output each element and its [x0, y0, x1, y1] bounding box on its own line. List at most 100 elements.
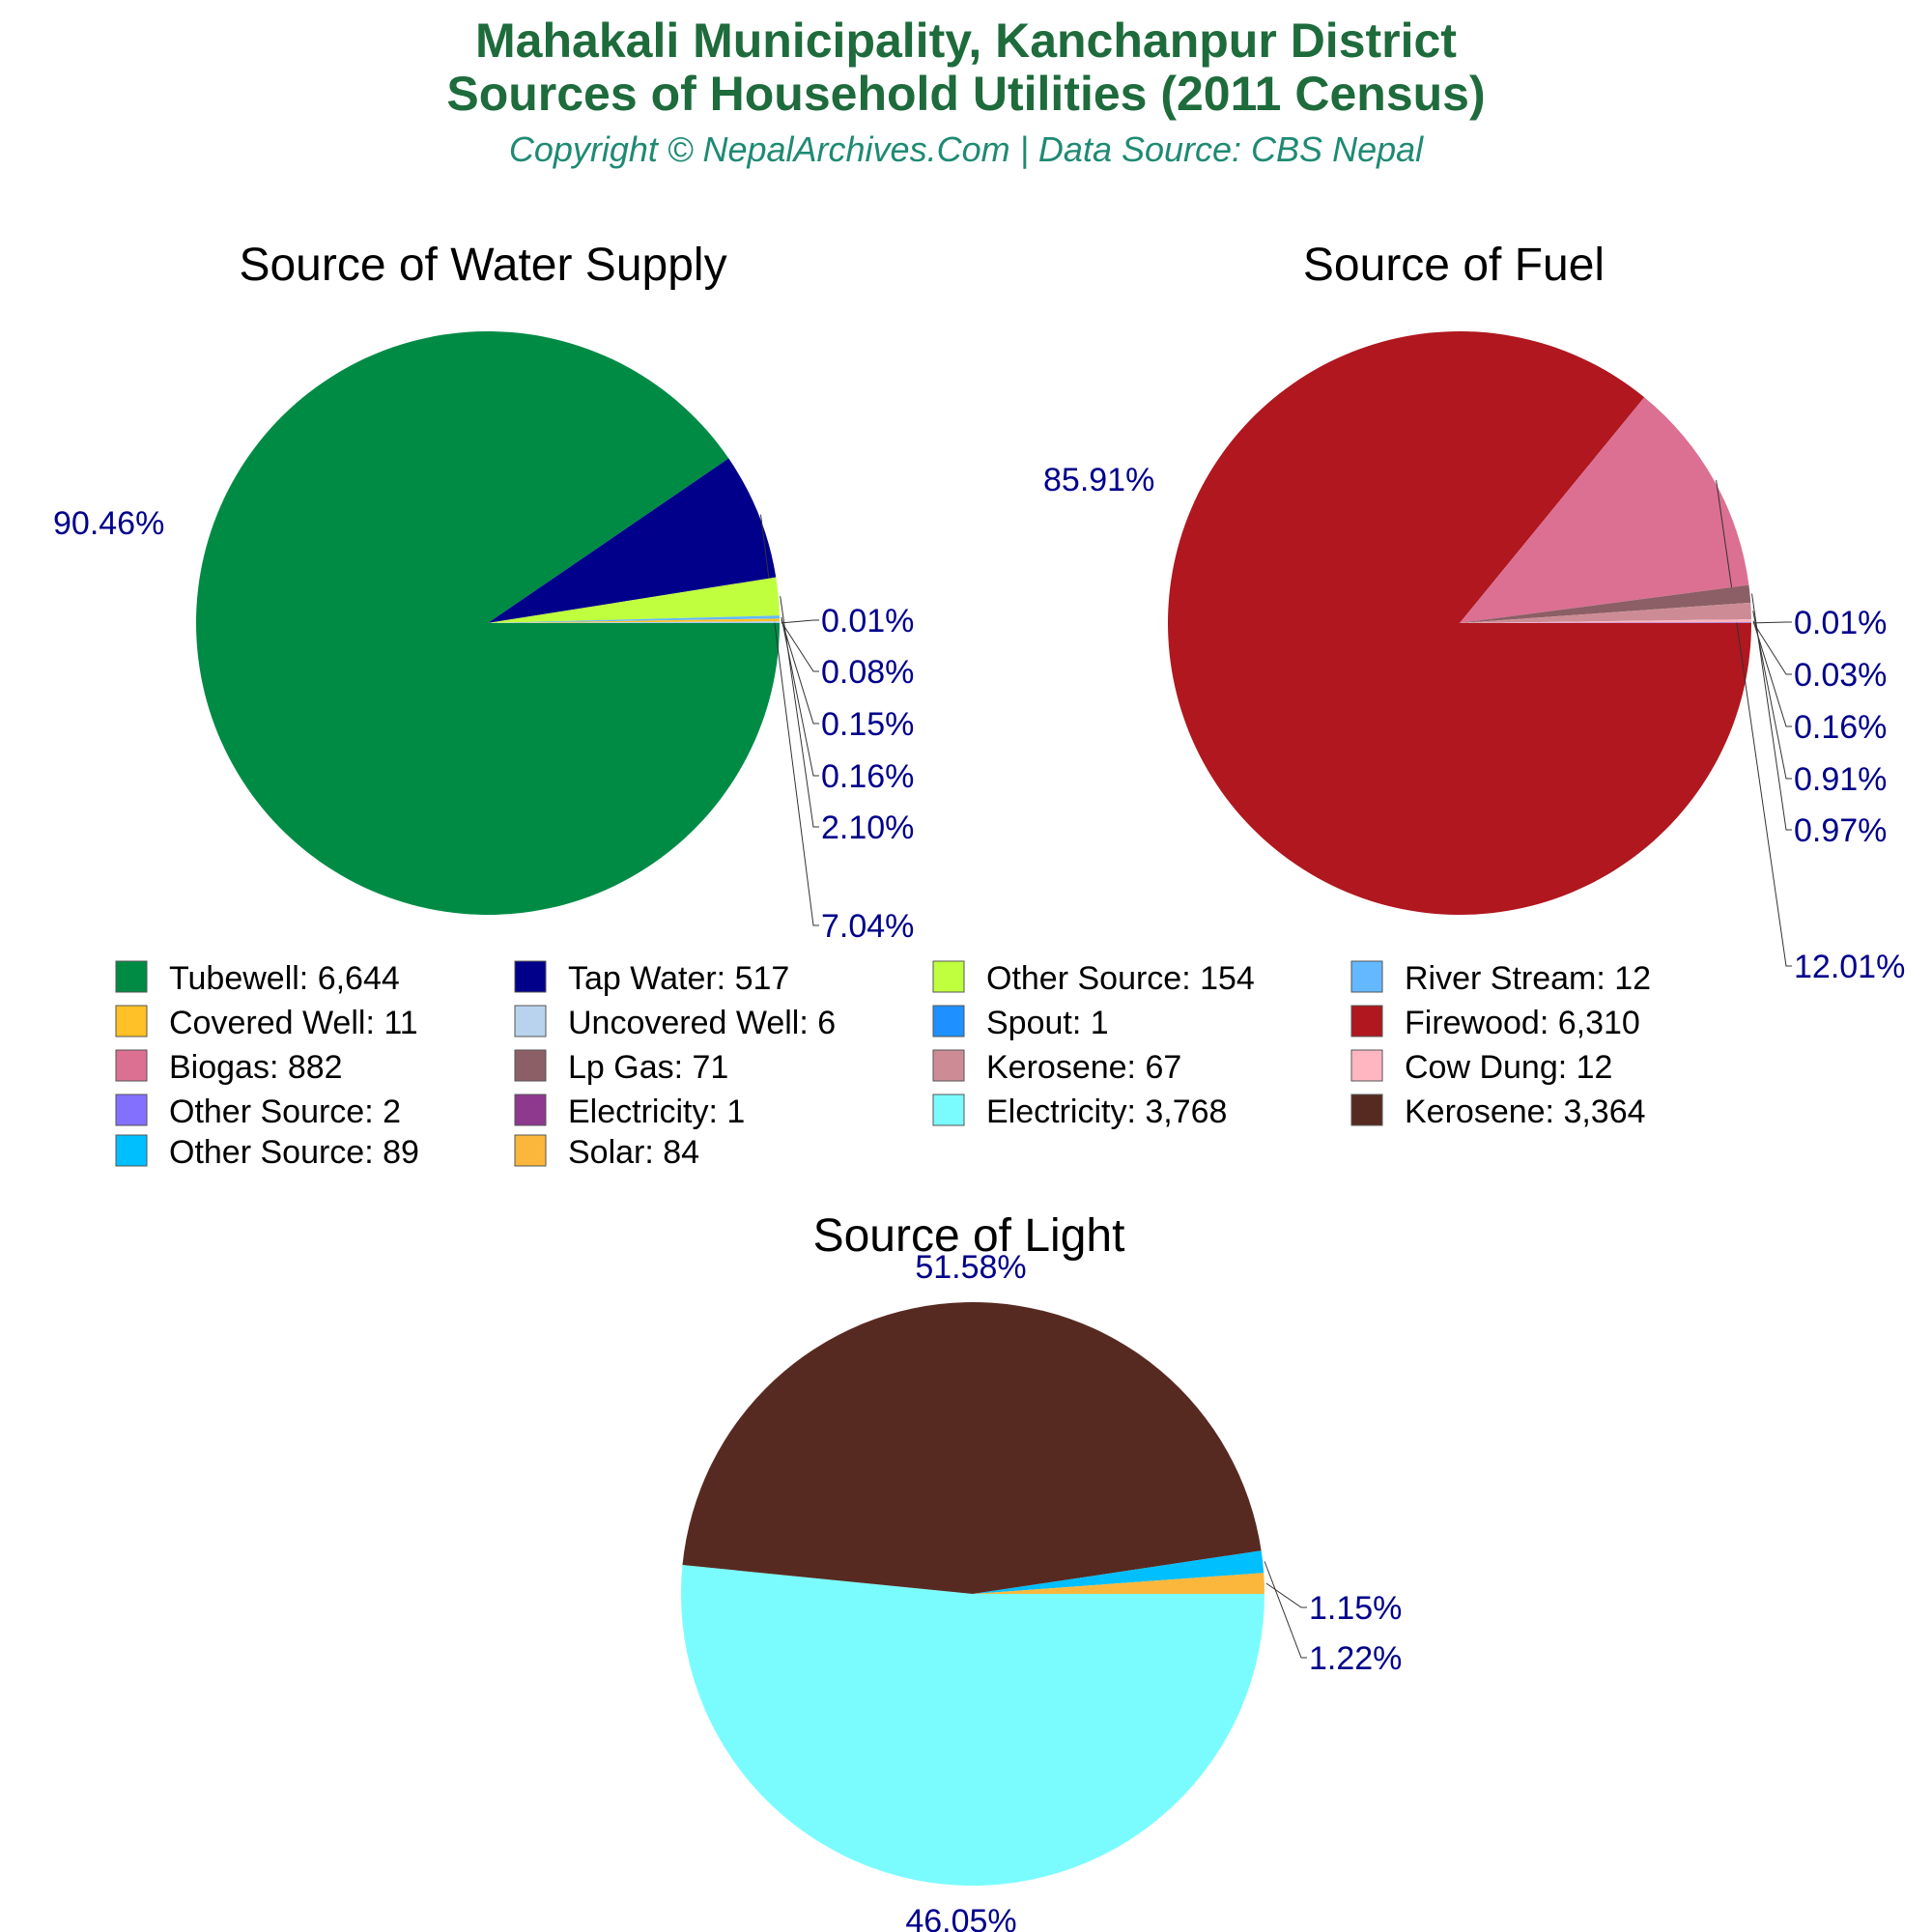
pie-slice-solar: [973, 1573, 1264, 1594]
legend-item: Solar: 84: [514, 1134, 699, 1171]
legend-label: Firewood: 6,310: [1405, 1005, 1640, 1041]
legend-item: Covered Well: 11: [115, 1005, 418, 1041]
pie-slice-uncovered-well: [488, 621, 780, 623]
leader-line: [781, 619, 819, 624]
leader-line: [781, 621, 819, 672]
legend-swatch: [932, 960, 965, 993]
percent-label-other-source: 2.10%: [821, 810, 914, 846]
legend-label: Cow Dung: 12: [1405, 1049, 1612, 1086]
legend-label: Biogas: 882: [169, 1049, 343, 1086]
legend-label: Tubewell: 6,644: [169, 960, 400, 997]
leader-line: [1752, 611, 1792, 780]
legend-item: Lp Gas: 71: [514, 1049, 728, 1086]
fuel-pie-title: Source of Fuel: [1303, 240, 1605, 291]
leader-line: [1752, 621, 1792, 624]
pie-slice-other-source: [1460, 622, 1752, 623]
leader-line: [1752, 622, 1792, 675]
legend-item: Uncovered Well: 6: [514, 1005, 836, 1041]
percent-label-tap-water: 7.04%: [821, 908, 914, 945]
legend-label: Kerosene: 67: [986, 1049, 1181, 1086]
pie-slice-river-stream: [488, 615, 780, 623]
chart-subtitle: Copyright © NepalArchives.Com | Data Sou…: [509, 129, 1424, 169]
leader-line: [1752, 620, 1792, 727]
percent-label-solar: 1.15%: [1309, 1590, 1402, 1627]
pie-slice-biogas: [1460, 397, 1749, 623]
legend-swatch: [932, 1005, 965, 1037]
legend-swatch: [1350, 1094, 1383, 1126]
legend-swatch: [932, 1094, 965, 1126]
legend-label: Other Source: 2: [169, 1094, 401, 1130]
legend-swatch: [1350, 960, 1383, 993]
percent-label-electricity: 0.01%: [1794, 605, 1887, 641]
leader-line: [760, 514, 819, 926]
legend-swatch: [115, 1005, 148, 1037]
percent-label-river-stream: 0.16%: [821, 758, 914, 795]
percent-label-kerosene: 46.05%: [905, 1903, 1016, 1932]
legend-item: Biogas: 882: [115, 1049, 343, 1086]
percent-label-cow-dung: 0.16%: [1794, 709, 1887, 746]
legend-label: Covered Well: 11: [169, 1005, 418, 1041]
percent-label-tubewell: 90.46%: [53, 505, 164, 542]
legend-item: Cow Dung: 12: [1350, 1049, 1612, 1086]
legend-item: Other Source: 2: [115, 1094, 401, 1130]
legend-item: Firewood: 6,310: [1350, 1005, 1640, 1041]
leader-line: [1265, 1582, 1307, 1608]
pie-slice-tubewell: [196, 330, 781, 915]
legend-label: Electricity: 3,768: [986, 1094, 1227, 1130]
legend-item: Tubewell: 6,644: [115, 960, 400, 997]
water-pie-title: Source of Water Supply: [239, 240, 726, 291]
percent-label-electricity: 51.58%: [915, 1249, 1026, 1286]
percent-label-lp-gas: 0.97%: [1794, 812, 1887, 849]
percent-label-uncovered-well: 0.08%: [821, 654, 914, 691]
leader-line: [780, 596, 819, 828]
legend-label: Spout: 1: [986, 1005, 1109, 1041]
legend-label: Uncovered Well: 6: [568, 1005, 836, 1041]
legend-swatch: [514, 1134, 547, 1167]
water-supply-pie: 90.46% 7.04% 2.10% 0.16% 0.15% 0.08% 0.01%: [53, 330, 914, 945]
legend-swatch: [115, 1134, 148, 1167]
legend-label: Lp Gas: 71: [568, 1049, 728, 1086]
percent-label-other-source: 1.22%: [1309, 1640, 1402, 1677]
legend-item: Spout: 1: [932, 1005, 1109, 1041]
leader-line: [781, 616, 819, 777]
percent-label-kerosene: 0.91%: [1794, 761, 1887, 798]
pie-slice-firewood: [1168, 331, 1751, 916]
legend-item: Electricity: 3,768: [932, 1094, 1227, 1130]
legend-swatch: [1350, 1005, 1383, 1037]
legend-swatch: [932, 1049, 965, 1082]
percent-label-other-source: 0.03%: [1794, 657, 1887, 694]
legend-item: Kerosene: 3,364: [1350, 1094, 1646, 1130]
leader-line: [781, 619, 819, 724]
legend-item: Kerosene: 67: [932, 1049, 1181, 1086]
legend-label: Tap Water: 517: [568, 960, 789, 997]
legend-swatch: [514, 1094, 547, 1126]
percent-label-spout: 0.01%: [821, 603, 914, 639]
legend-swatch: [1350, 1049, 1383, 1082]
chart-title-line1: Mahakali Municipality, Kanchanpur Distri…: [475, 14, 1457, 68]
legend-item: Electricity: 1: [514, 1094, 745, 1130]
percent-label-covered-well: 0.15%: [821, 706, 914, 743]
legend-item: Tap Water: 517: [514, 960, 789, 997]
light-pie-title: Source of Light: [813, 1210, 1125, 1262]
legend-label: Kerosene: 3,364: [1405, 1094, 1646, 1130]
percent-label-firewood: 85.91%: [1043, 462, 1154, 498]
legend: Tubewell: 6,644 Tap Water: 517 Other Sourc…: [115, 960, 1651, 1171]
legend-swatch: [514, 1049, 547, 1082]
legend-item: Other Source: 154: [932, 960, 1255, 997]
pie-slice-kerosene: [1460, 602, 1751, 623]
legend-item: Other Source: 89: [115, 1134, 419, 1171]
legend-swatch: [115, 1094, 148, 1126]
legend-swatch: [115, 1049, 148, 1082]
legend-label: Other Source: 89: [169, 1134, 419, 1171]
pie-slice-lp-gas: [1460, 584, 1751, 623]
legend-swatch: [514, 960, 547, 993]
legend-swatch: [514, 1005, 547, 1037]
pie-slice-other-source: [973, 1550, 1264, 1594]
pie-slice-covered-well: [488, 618, 780, 623]
leader-line: [1264, 1561, 1307, 1659]
leader-line: [1751, 593, 1792, 831]
legend-label: River Stream: 12: [1405, 960, 1651, 997]
legend-label: Electricity: 1: [568, 1094, 745, 1130]
pie-slice-electricity: [680, 1565, 1264, 1887]
